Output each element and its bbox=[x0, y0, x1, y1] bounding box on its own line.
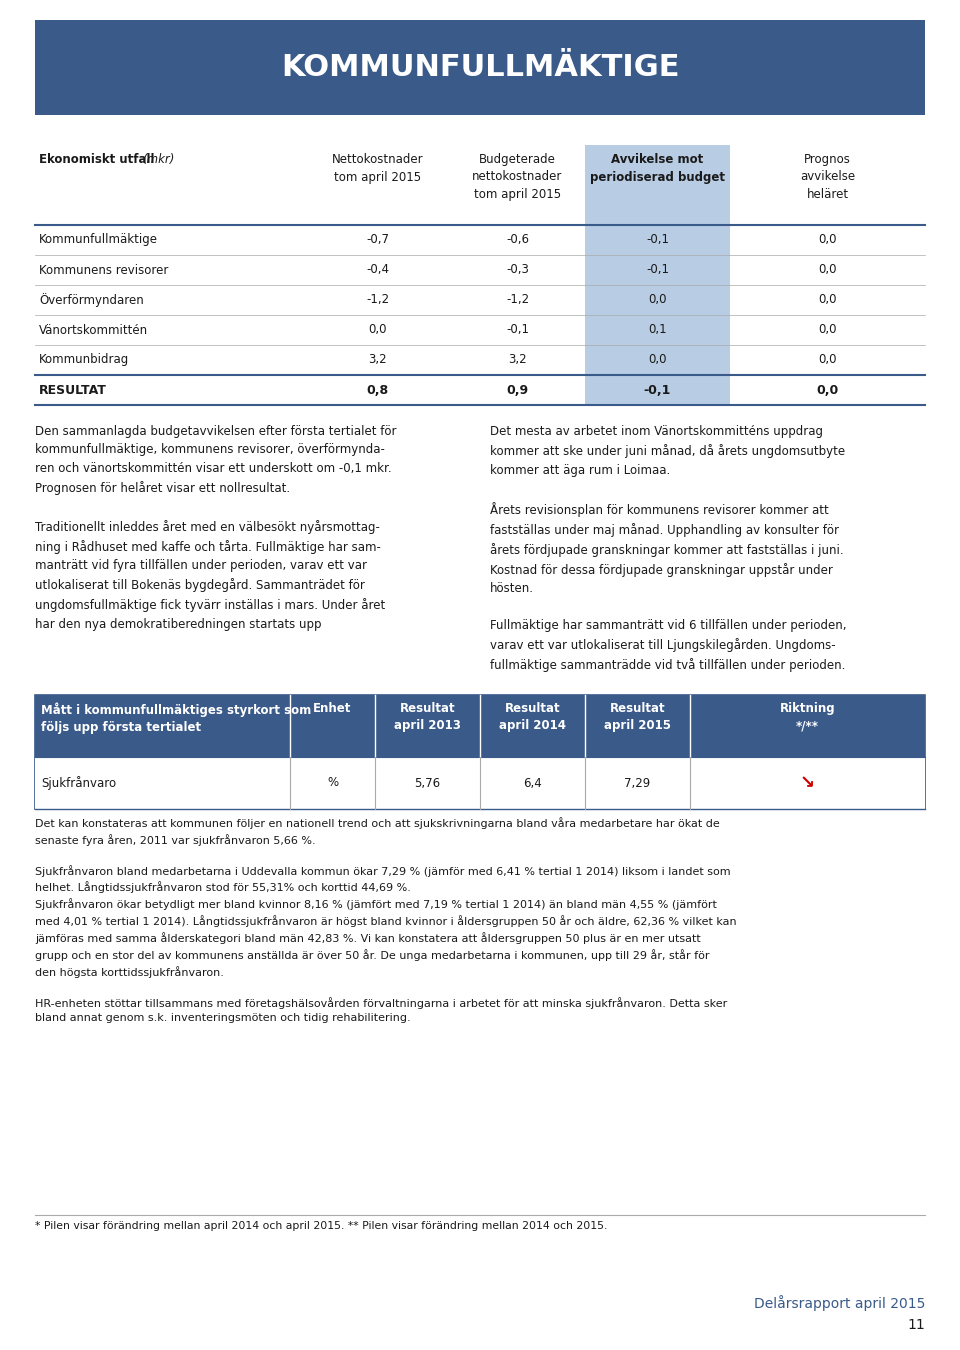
Text: Resultat
april 2013: Resultat april 2013 bbox=[394, 702, 461, 733]
Text: 0,0: 0,0 bbox=[648, 354, 667, 366]
Bar bbox=[585, 144, 730, 405]
Text: RESULTAT: RESULTAT bbox=[39, 383, 107, 397]
Text: -0,1: -0,1 bbox=[644, 383, 671, 397]
Bar bbox=[35, 757, 925, 809]
Text: (mkr): (mkr) bbox=[142, 153, 175, 166]
Text: 0,9: 0,9 bbox=[507, 383, 529, 397]
Text: -0,1: -0,1 bbox=[646, 234, 669, 247]
Text: -0,7: -0,7 bbox=[366, 234, 389, 247]
Text: -0,3: -0,3 bbox=[506, 263, 529, 277]
Text: Den sammanlagda budgetavvikelsen efter första tertialet för
kommunfullmäktige, k: Den sammanlagda budgetavvikelsen efter f… bbox=[35, 425, 396, 630]
Text: Resultat
april 2014: Resultat april 2014 bbox=[499, 702, 566, 733]
Text: -0,4: -0,4 bbox=[366, 263, 389, 277]
Text: -0,1: -0,1 bbox=[646, 263, 669, 277]
Text: 0,0: 0,0 bbox=[818, 234, 837, 247]
Text: Budgeterade
nettokostnader
tom april 2015: Budgeterade nettokostnader tom april 201… bbox=[472, 153, 563, 201]
Text: Avvikelse mot
periodiserad budget: Avvikelse mot periodiserad budget bbox=[590, 153, 725, 184]
Text: Nettokostnader
tom april 2015: Nettokostnader tom april 2015 bbox=[332, 153, 423, 184]
Text: 11: 11 bbox=[907, 1318, 925, 1332]
Bar bbox=[35, 695, 925, 809]
Text: Vänortskommittén: Vänortskommittén bbox=[39, 324, 148, 336]
Text: Sjukfrånvaro: Sjukfrånvaro bbox=[41, 776, 116, 790]
Text: ↘: ↘ bbox=[800, 774, 815, 792]
Bar bbox=[35, 695, 925, 757]
Text: 0,0: 0,0 bbox=[816, 383, 839, 397]
Text: -0,1: -0,1 bbox=[506, 324, 529, 336]
Text: Prognos
avvikelse
heläret: Prognos avvikelse heläret bbox=[800, 153, 855, 201]
Text: * Pilen visar förändring mellan april 2014 och april 2015. ** Pilen visar föränd: * Pilen visar förändring mellan april 20… bbox=[35, 1220, 608, 1231]
Text: %: % bbox=[327, 776, 338, 790]
Text: Mått i kommunfullmäktiges styrkort som
följs upp första tertialet: Mått i kommunfullmäktiges styrkort som f… bbox=[41, 702, 311, 734]
Bar bbox=[35, 20, 925, 115]
Text: 0,0: 0,0 bbox=[369, 324, 387, 336]
Text: 3,2: 3,2 bbox=[508, 354, 527, 366]
Text: -1,2: -1,2 bbox=[506, 293, 529, 306]
Text: Kommunfullmäktige: Kommunfullmäktige bbox=[39, 234, 158, 247]
Text: 0,0: 0,0 bbox=[818, 354, 837, 366]
Text: Enhet: Enhet bbox=[313, 702, 351, 716]
Text: 3,2: 3,2 bbox=[369, 354, 387, 366]
Text: 0,0: 0,0 bbox=[818, 324, 837, 336]
Text: Överförmyndaren: Överförmyndaren bbox=[39, 293, 144, 306]
Text: 0,0: 0,0 bbox=[648, 293, 667, 306]
Text: Det mesta av arbetet inom Vänortskommitténs uppdrag
kommer att ske under juni må: Det mesta av arbetet inom Vänortskommitt… bbox=[490, 425, 847, 672]
Text: -1,2: -1,2 bbox=[366, 293, 389, 306]
Text: 0,1: 0,1 bbox=[648, 324, 667, 336]
Text: 0,0: 0,0 bbox=[818, 263, 837, 277]
Text: 6,4: 6,4 bbox=[523, 776, 541, 790]
Text: 0,0: 0,0 bbox=[818, 293, 837, 306]
Text: Kommunbidrag: Kommunbidrag bbox=[39, 354, 130, 366]
Text: 7,29: 7,29 bbox=[624, 776, 651, 790]
Text: -0,6: -0,6 bbox=[506, 234, 529, 247]
Text: Det kan konstateras att kommunen följer en nationell trend och att sjukskrivning: Det kan konstateras att kommunen följer … bbox=[35, 817, 736, 1023]
Text: 5,76: 5,76 bbox=[415, 776, 441, 790]
Text: 0,8: 0,8 bbox=[367, 383, 389, 397]
Text: Resultat
april 2015: Resultat april 2015 bbox=[604, 702, 671, 733]
Text: Ekonomiskt utfall: Ekonomiskt utfall bbox=[39, 153, 158, 166]
Text: Kommunens revisorer: Kommunens revisorer bbox=[39, 263, 168, 277]
Text: Delårsrapport april 2015: Delårsrapport april 2015 bbox=[754, 1295, 925, 1311]
Text: KOMMUNFULLMÄKTIGE: KOMMUNFULLMÄKTIGE bbox=[280, 53, 680, 82]
Text: Riktning
*/**: Riktning */** bbox=[780, 702, 835, 733]
